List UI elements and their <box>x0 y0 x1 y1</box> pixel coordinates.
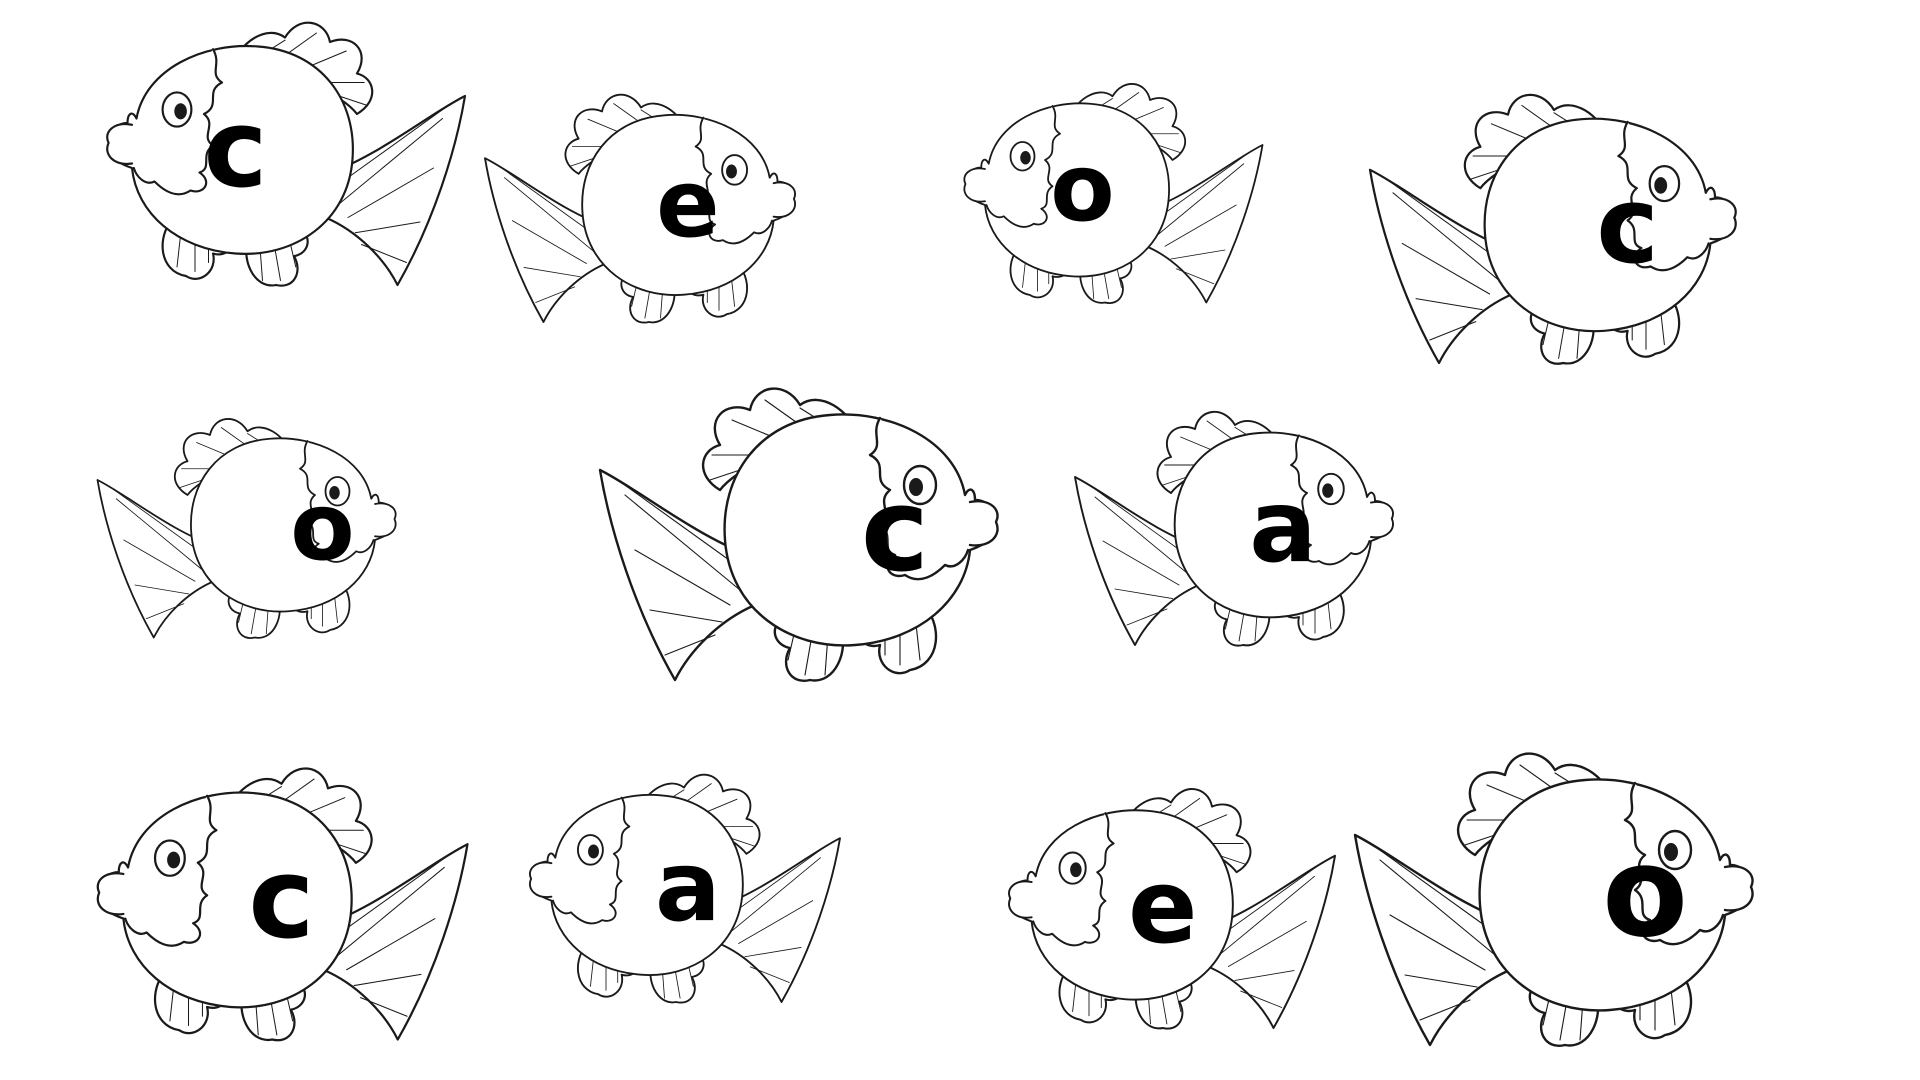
fish-letter: c <box>861 464 929 598</box>
fish-letter: o <box>1602 820 1688 965</box>
fish-letter: c <box>1596 164 1659 287</box>
fish-item: c <box>598 387 999 682</box>
fish-item: o <box>963 83 1264 304</box>
fish-item: e <box>1008 788 1336 1030</box>
fish-item: c <box>96 767 469 1042</box>
fish-item: a <box>1074 410 1394 647</box>
fish-letter: c <box>203 87 267 212</box>
fish-item: c <box>106 21 467 287</box>
fish-letter: a <box>1249 468 1316 585</box>
fish-item: o <box>96 418 397 639</box>
fish-letter: o <box>290 473 354 582</box>
fish-item: a <box>528 773 841 1004</box>
fish-letter: e <box>1128 848 1198 967</box>
fish-letter: c <box>248 834 314 964</box>
fish-letter: a <box>655 829 721 943</box>
fish-item: o <box>1353 752 1754 1047</box>
fish-item: e <box>484 93 797 324</box>
fish-letter: e <box>656 150 719 259</box>
fish-letter: o <box>1050 134 1114 243</box>
fish-item: c <box>1368 93 1737 365</box>
